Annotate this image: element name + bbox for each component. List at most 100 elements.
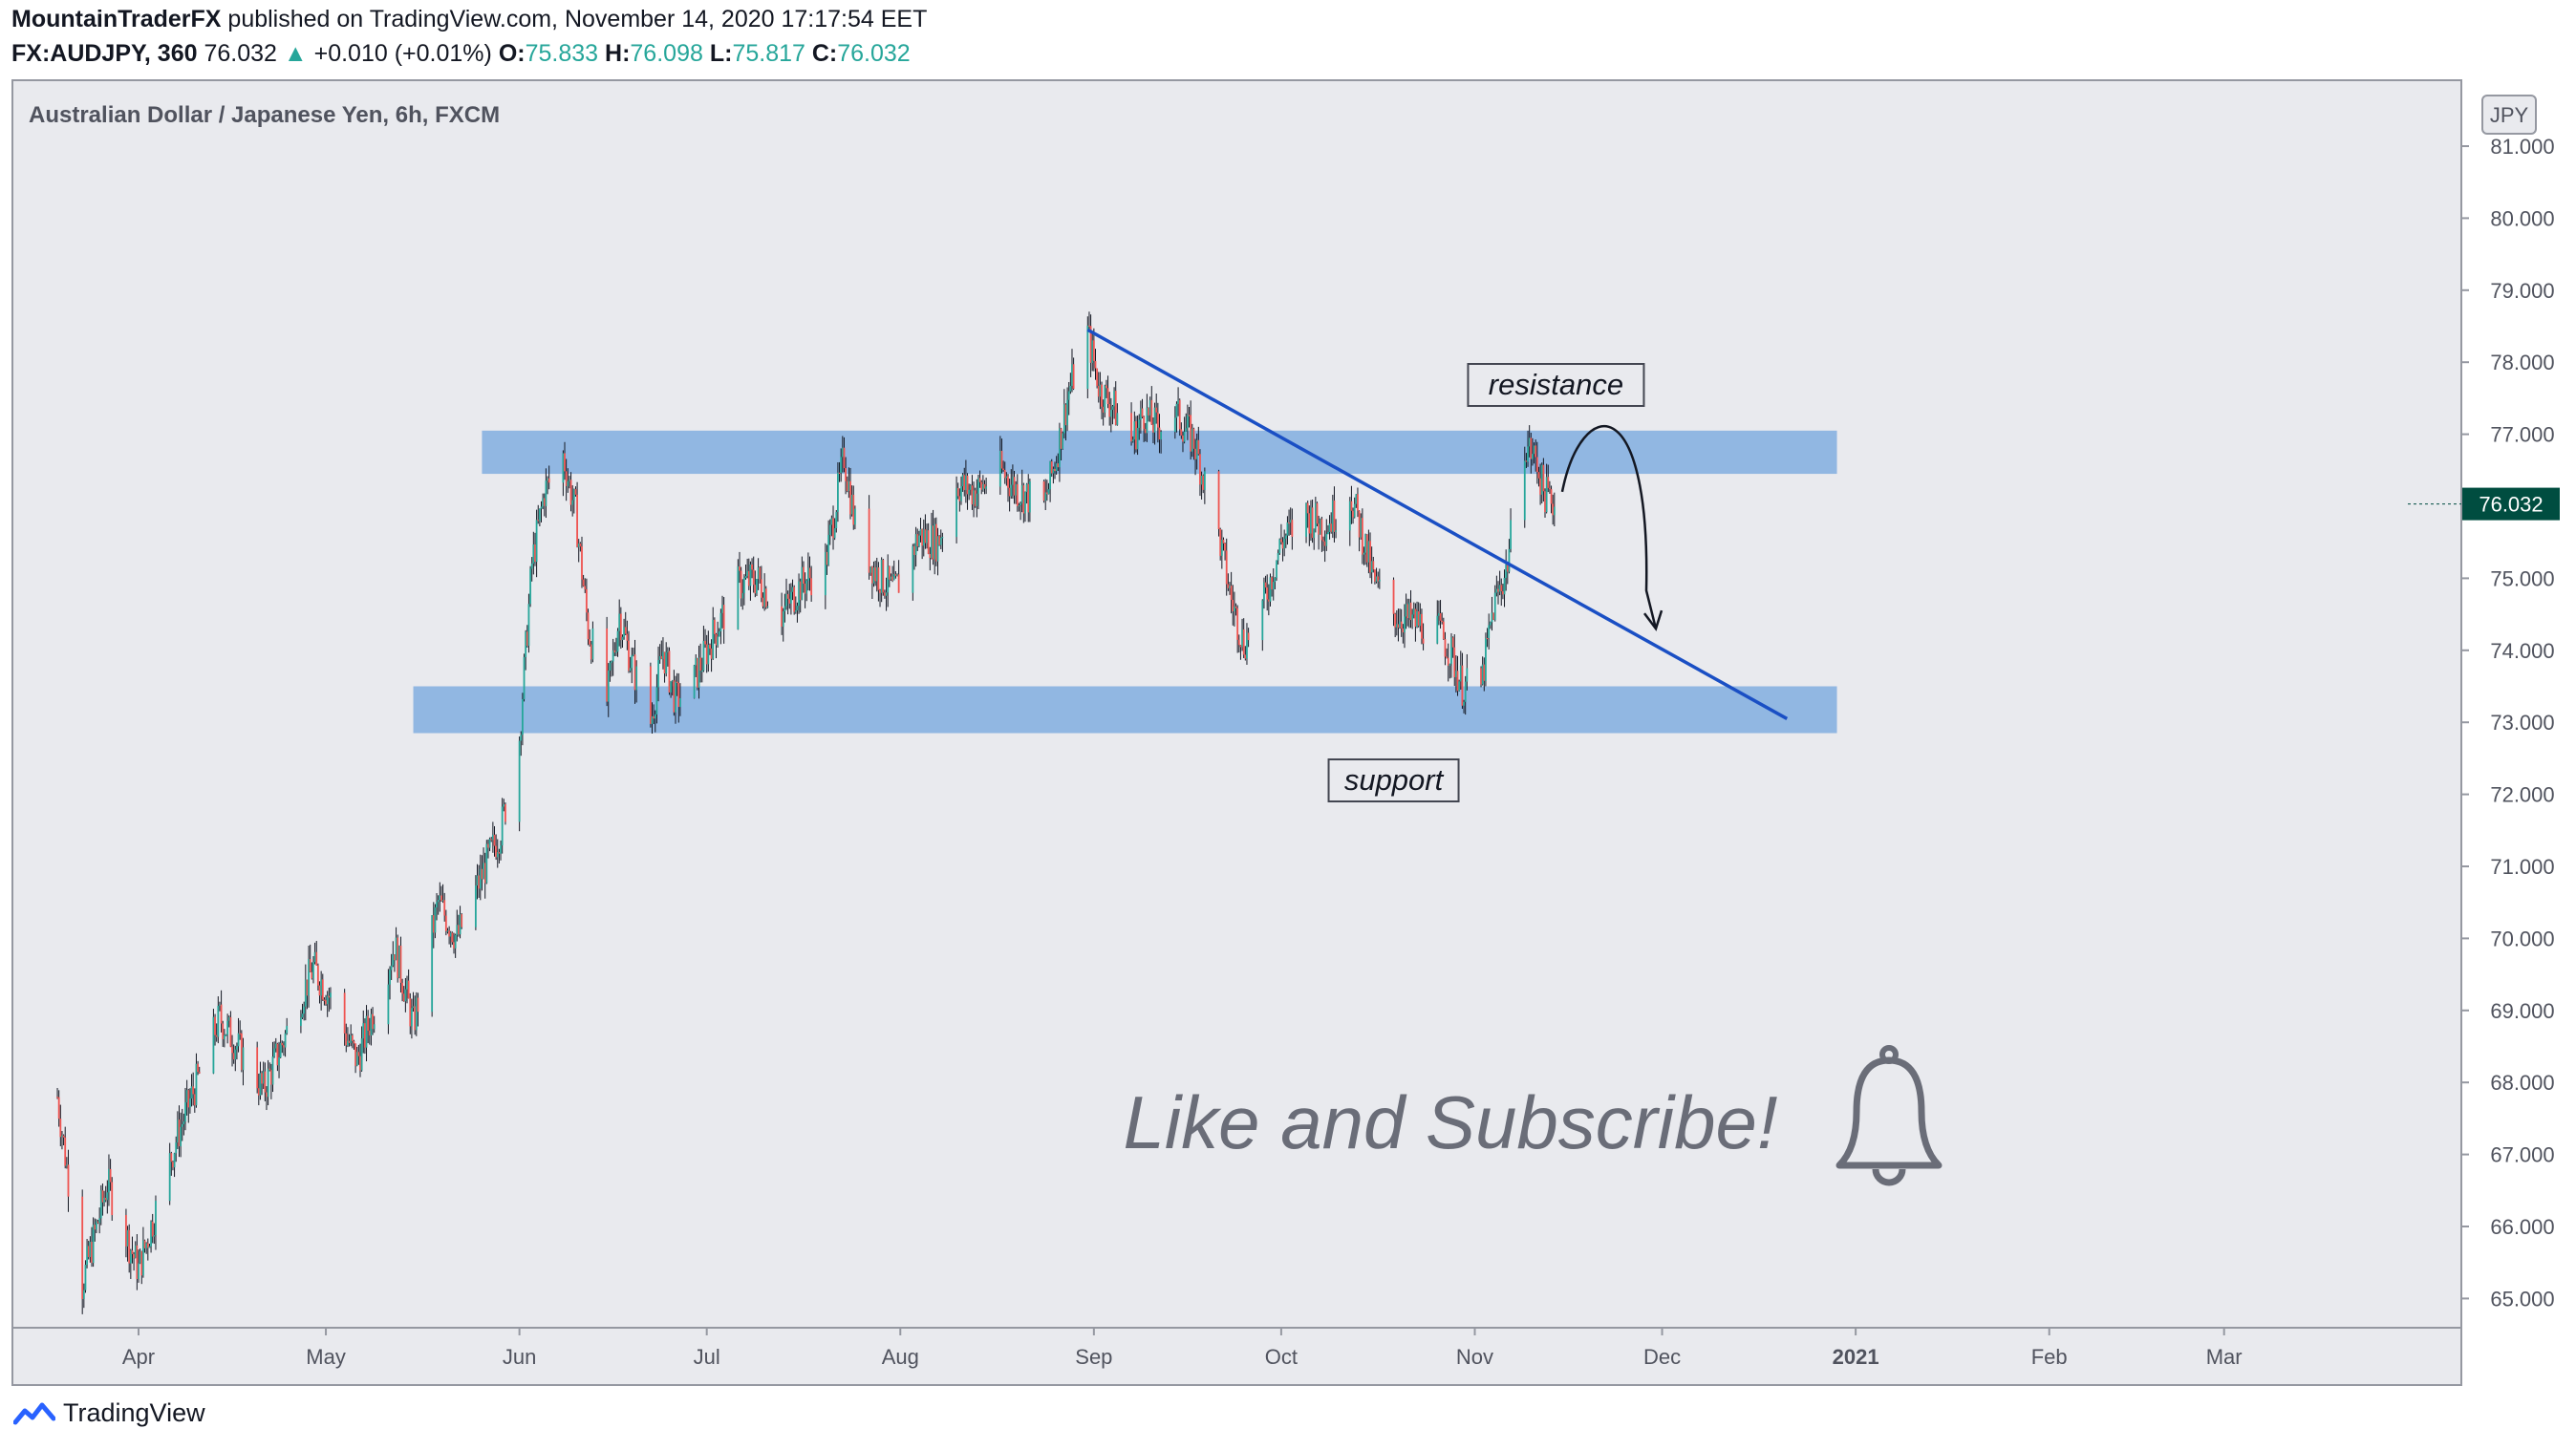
candle-up [527,604,530,647]
candle-up [941,537,944,539]
candle-up [801,566,804,601]
price-axis[interactable]: 81.00080.00079.00078.00077.00076.00075.0… [2461,135,2555,1311]
candle-up [529,568,531,605]
candle-up [223,1034,225,1039]
candle-up [1364,534,1367,553]
tradingview-brand[interactable]: TradingView [13,1398,205,1428]
candle-down [1144,428,1147,434]
y-tick-label: 67.000 [2490,1143,2554,1167]
candle-down [1406,604,1409,619]
candle-down [1281,542,1284,549]
candle-down [1506,565,1509,572]
candle-up [1277,553,1279,561]
candle-down [111,1182,114,1216]
candle-down [924,529,927,544]
candle-down [788,598,791,604]
candle-down [143,1240,146,1248]
candle-down [747,570,750,586]
y-tick-label: 78.000 [2490,351,2554,374]
candle-up [675,681,676,713]
candle-up [545,480,547,506]
candle-up [1335,530,1337,532]
currency-badge[interactable] [2481,95,2537,135]
candle-down [715,633,718,646]
candle-down [1224,543,1226,551]
candle-up [1498,585,1501,592]
candle-down [569,480,572,505]
candle-up [623,627,625,637]
candle-down [1358,510,1361,538]
candle-down [269,1070,272,1085]
candle-down [172,1162,174,1168]
candle-up [436,902,438,907]
candle-down [1322,540,1324,542]
candle-down [826,551,828,565]
candle-down [1242,629,1245,655]
candle-down [257,1088,260,1096]
candle-down [359,1056,361,1071]
candle-down [458,925,460,935]
candle-down [1072,364,1075,389]
candle-down [1372,561,1375,570]
candle-down [1444,639,1447,657]
candle-up [479,868,482,889]
candle-down [409,998,412,1027]
candle-up [1527,446,1529,462]
candle-down [1088,325,1090,327]
candle-up [693,665,696,698]
change-arrow-icon: ▲ [283,40,308,67]
candle-down [417,997,419,1013]
candle-up [796,606,799,611]
candle-down [1441,620,1444,622]
candle-up [415,997,418,1031]
candle-down [1402,629,1405,633]
candle-down [1409,602,1412,621]
candle-up [1355,494,1358,504]
candle-down [888,565,891,580]
support-label: support [1344,763,1445,797]
candle-down [1237,639,1240,646]
candle-down [353,1040,355,1044]
candle-up [1503,577,1506,595]
close-label: C: [811,40,838,67]
candle-down [677,682,680,708]
candle-up [794,610,797,612]
candle-up [1419,613,1422,627]
candle-down [1501,590,1504,595]
candle-down [67,1164,70,1197]
candle-up [875,566,878,582]
candle-up [827,535,830,565]
candle-down [1106,388,1109,405]
x-tick-label: Mar [2206,1345,2243,1369]
candle-down [401,982,404,994]
candle-down [1050,461,1053,474]
candle-down [587,612,590,640]
candle-down [1094,360,1097,369]
candle-up [271,1056,274,1085]
candle-up [896,574,898,576]
candle-down [354,1043,356,1066]
candle-down [868,508,870,573]
candle-down [363,1023,366,1048]
candle-up [1272,582,1275,590]
y-tick-label: 70.000 [2490,927,2554,950]
candle-up [1055,463,1058,472]
candle-up [350,1034,353,1043]
candle-up [522,698,524,736]
y-tick-label: 80.000 [2490,206,2554,230]
candle-down [240,1033,243,1071]
candle-up [1523,460,1526,521]
x-tick-label: Sep [1075,1345,1112,1369]
candle-down [283,1045,285,1048]
time-axis[interactable]: Apr May Jun Jul Aug Sep Oct Nov Dec 2021 Feb Mar [122,1328,2243,1369]
candle-up [1553,506,1556,516]
last-price-tag[interactable] [2462,487,2560,521]
x-tick-label: Feb [2031,1345,2068,1369]
candle-up [1186,415,1189,429]
candle-down [1156,412,1159,428]
author-name[interactable]: MountainTraderFX [11,6,222,32]
candle-down [1178,399,1181,430]
candle-up [226,1020,229,1035]
candle-up [1012,477,1014,485]
